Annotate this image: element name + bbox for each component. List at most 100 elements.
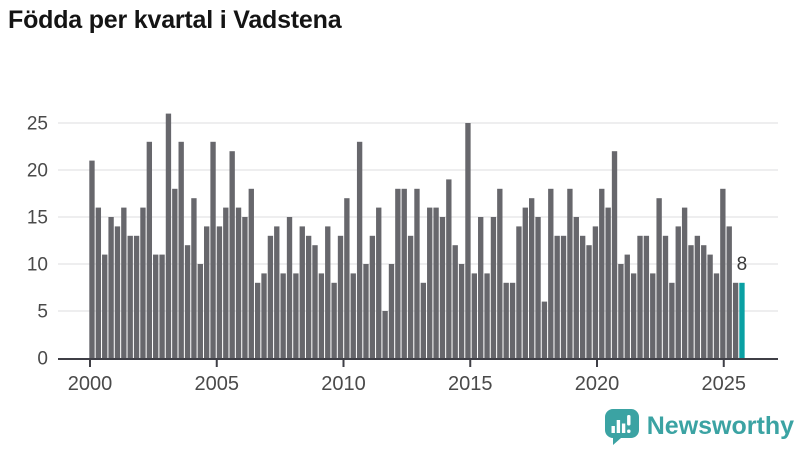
bar	[305, 235, 312, 358]
bar	[650, 273, 656, 358]
bar	[471, 273, 477, 358]
bar	[274, 226, 280, 358]
bar	[382, 311, 388, 358]
x-tick-label: 2015	[448, 373, 493, 395]
bar	[675, 226, 681, 358]
bar	[127, 235, 133, 358]
bar	[579, 235, 586, 358]
bar	[503, 282, 509, 358]
bar	[439, 217, 446, 358]
bar	[414, 188, 420, 358]
y-tick-label: 20	[27, 161, 48, 182]
x-tick-label: 2005	[195, 373, 240, 395]
bar	[165, 113, 172, 358]
x-tick-label: 2010	[321, 373, 366, 395]
bar	[637, 235, 643, 358]
y-tick-label: 15	[27, 208, 48, 229]
bar	[611, 151, 618, 358]
bar	[458, 264, 465, 358]
bar	[401, 188, 407, 358]
bar	[114, 226, 121, 358]
bar	[395, 188, 401, 358]
bar	[452, 245, 458, 358]
bar	[599, 188, 605, 358]
bar	[522, 207, 528, 358]
bar	[573, 217, 579, 358]
bar	[235, 207, 242, 358]
bar	[89, 160, 95, 358]
bar	[713, 273, 720, 358]
bar	[548, 188, 554, 358]
bar	[446, 179, 452, 358]
bar	[337, 235, 344, 358]
bar	[172, 188, 178, 358]
bar	[567, 188, 573, 358]
bar	[554, 235, 560, 358]
x-tick-label: 2020	[575, 373, 620, 395]
y-tick-label: 25	[27, 114, 48, 135]
bar	[592, 226, 599, 358]
bar	[433, 207, 439, 358]
bar	[662, 235, 669, 358]
bar	[478, 217, 484, 358]
bar	[146, 141, 153, 358]
bar	[586, 245, 592, 358]
newsworthy-logo: Newsworthy	[603, 407, 794, 446]
bar	[707, 254, 713, 358]
bar	[178, 141, 184, 358]
bar	[350, 273, 356, 358]
bar	[344, 198, 350, 358]
bar	[318, 273, 325, 358]
bar	[720, 188, 726, 358]
y-tick-label: 5	[37, 302, 48, 323]
bar	[509, 282, 516, 358]
bar	[605, 207, 611, 358]
x-tick-label: 2025	[702, 373, 747, 395]
bar	[184, 245, 191, 358]
bar	[630, 273, 637, 358]
bar	[560, 235, 567, 358]
bar	[465, 123, 471, 358]
bar	[210, 141, 216, 358]
bar	[248, 188, 254, 358]
bar	[153, 254, 159, 358]
bar	[286, 217, 293, 358]
bar	[204, 226, 210, 358]
highlight-bar	[739, 282, 745, 358]
bar	[331, 282, 337, 358]
bar	[229, 151, 235, 358]
bar	[516, 226, 522, 358]
bar	[356, 141, 363, 358]
bar	[688, 245, 694, 358]
x-tick-label: 2000	[68, 373, 113, 395]
bar	[427, 207, 433, 358]
bar	[726, 226, 732, 358]
bar	[490, 217, 497, 358]
bar	[267, 235, 274, 358]
bar	[121, 207, 127, 358]
y-tick-label: 10	[27, 255, 48, 276]
bar	[420, 282, 427, 358]
bar	[95, 207, 102, 358]
bar	[312, 245, 318, 358]
brand-name: Newsworthy	[646, 412, 794, 440]
bar	[197, 264, 203, 358]
bar	[388, 264, 395, 358]
bar	[242, 217, 248, 358]
bar	[254, 282, 261, 358]
bar	[484, 273, 490, 358]
bar	[541, 301, 548, 358]
bar	[191, 198, 197, 358]
bar	[732, 282, 739, 358]
bar	[159, 254, 165, 358]
bar	[108, 217, 114, 358]
bar	[624, 254, 630, 358]
bar	[363, 264, 369, 358]
y-tick-label: 0	[37, 349, 48, 370]
bar	[376, 207, 382, 358]
bar	[407, 235, 414, 358]
bar	[681, 207, 688, 358]
bar	[216, 226, 223, 358]
